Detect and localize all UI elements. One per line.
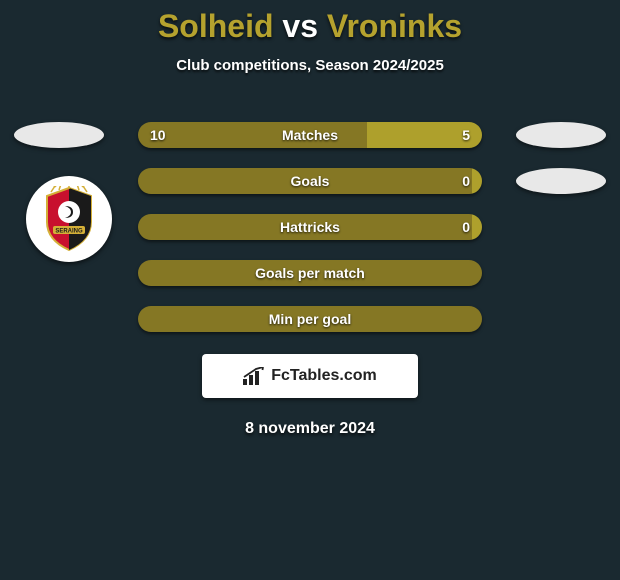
stat-value-player2: 0 xyxy=(462,168,470,194)
stat-row: Goals per match xyxy=(0,250,620,296)
stat-bar: Goals0 xyxy=(138,168,482,194)
footer-brand-text: FcTables.com xyxy=(271,367,377,385)
stat-bar: Matches10 5 xyxy=(138,122,482,148)
stat-value-player1: 10 xyxy=(150,122,166,148)
svg-text:SERAING: SERAING xyxy=(55,229,83,235)
stat-label: Min per goal xyxy=(138,306,482,332)
page-title: Solheid vs Vroninks xyxy=(0,8,620,45)
player2-ellipse xyxy=(516,122,606,148)
club-badge-svg: SERAING xyxy=(41,186,97,252)
stat-bar: Hattricks0 xyxy=(138,214,482,240)
player1-ellipse xyxy=(14,122,104,148)
player2-ellipse xyxy=(516,168,606,194)
stat-bar: Goals per match xyxy=(138,260,482,286)
date-text: 8 november 2024 xyxy=(0,420,620,438)
stat-label: Hattricks xyxy=(138,214,482,240)
title-vs: vs xyxy=(282,8,318,44)
stat-label: Matches xyxy=(138,122,482,148)
chart-icon xyxy=(243,367,265,385)
stat-row: Min per goal xyxy=(0,296,620,342)
stat-row: Matches10 5 xyxy=(0,112,620,158)
stat-label: Goals per match xyxy=(138,260,482,286)
stat-value-player2: 0 xyxy=(462,214,470,240)
title-player1: Solheid xyxy=(158,8,274,44)
stat-value-player2: 5 xyxy=(462,122,470,148)
stat-bar: Min per goal xyxy=(138,306,482,332)
subtitle: Club competitions, Season 2024/2025 xyxy=(0,57,620,74)
footer-brand-box: FcTables.com xyxy=(202,354,418,398)
stat-label: Goals xyxy=(138,168,482,194)
club-badge: SERAING xyxy=(26,176,112,262)
title-player2: Vroninks xyxy=(327,8,462,44)
